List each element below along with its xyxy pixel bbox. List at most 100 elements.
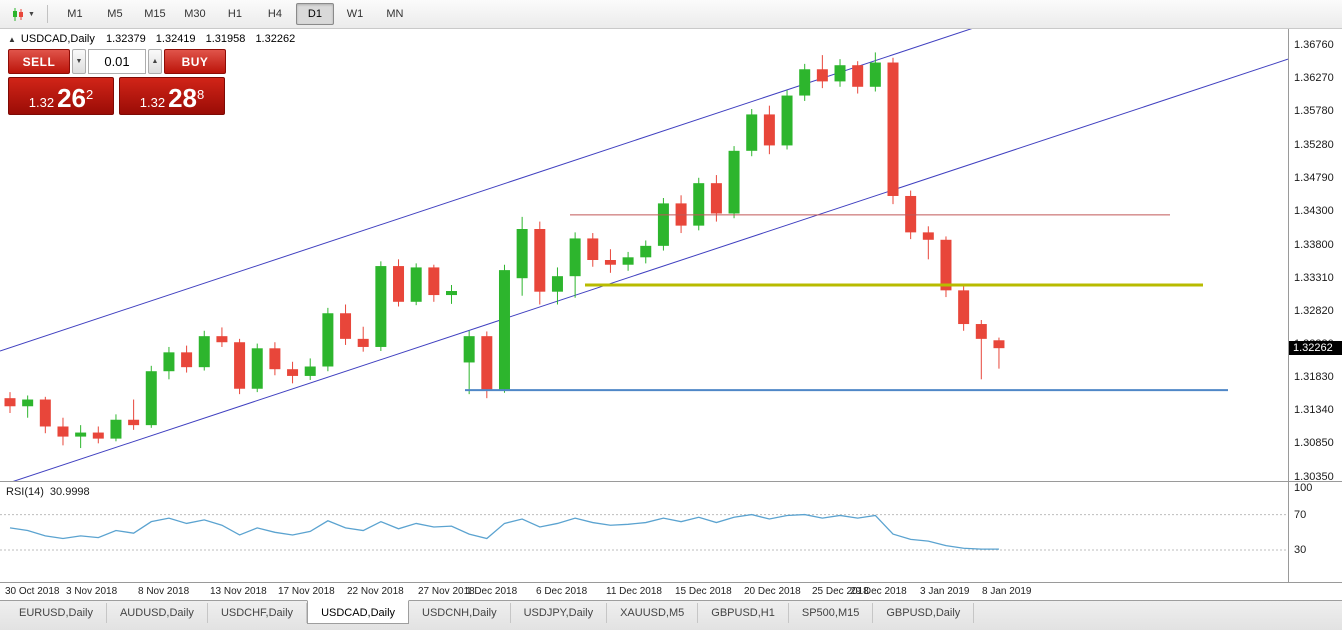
timeframe-m15[interactable]: M15 [144,8,166,20]
bear-candle [958,290,970,325]
bear-candle [922,232,934,240]
bear-candle [852,65,864,87]
chart-header: ▲ USDCAD,Daily 1.32379 1.32419 1.31958 1.… [8,33,302,45]
volume-input[interactable]: 0.01 [88,49,146,74]
panel-divider-2 [0,582,1342,583]
bull-candle [145,371,157,426]
sell-price-main: 26 [57,83,86,113]
price-tick: 1.33800 [1294,238,1334,251]
tab-usdcnh-daily[interactable]: USDCNH,Daily [409,603,511,623]
timeframe-mn[interactable]: MN [386,8,404,20]
price-axis-background [1289,29,1342,582]
bear-candle [604,260,616,265]
caret-down-icon: ▼ [75,58,83,65]
timeframe-w1[interactable]: W1 [346,8,364,20]
ohlc-open: 1.32379 [105,33,146,45]
volume-decrease-button[interactable]: ▼ [72,49,86,74]
channel-lower[interactable] [0,58,1288,481]
date-label: 30 Oct 2018 [5,586,60,597]
bull-candle [198,336,210,368]
buy-price-prefix: 1.32 [139,95,166,110]
channel-upper[interactable] [0,29,1288,352]
buy-price-display[interactable]: 1.32 28 8 [119,77,225,115]
price-tick: 1.36270 [1294,72,1334,85]
price-tick: 1.32820 [1294,304,1334,317]
toolbar-separator [46,5,48,23]
tab-audusd-daily[interactable]: AUDUSD,Daily [107,603,208,623]
timeframe-h4[interactable]: H4 [267,8,282,20]
sell-button[interactable]: SELL [8,49,70,74]
price-tick: 1.36760 [1294,39,1334,51]
timeframe-h1[interactable]: H1 [227,8,242,20]
price-tick: 1.33310 [1294,271,1334,284]
rsi-name: RSI(14) [6,486,44,498]
tab-eurusd-daily[interactable]: EURUSD,Daily [6,603,107,623]
rsi-value: 30.9998 [49,486,90,498]
tab-xauusd-m5[interactable]: XAUUSD,M5 [607,603,699,623]
tab-usdchf-daily[interactable]: USDCHF,Daily [208,603,308,623]
date-label: 29 Dec 2018 [850,586,907,597]
bear-candle [4,398,16,407]
date-label: 8 Jan 2019 [982,586,1032,597]
collapse-panel-icon[interactable]: ▲ [8,35,16,44]
bear-candle [340,313,352,339]
bull-candle [375,266,387,347]
bear-candle [534,229,546,292]
bull-candle [622,257,634,265]
ohlc-low: 1.31958 [205,33,246,45]
timeframe-buttons: M1 M5 M15 M30 H1 H4 D1 W1 MN [55,3,415,25]
bull-candle [657,203,669,246]
date-label: 13 Nov 2018 [210,586,267,597]
chart-symbol-label: USDCAD,Daily [20,33,95,45]
ohlc-close: 1.32262 [255,33,296,45]
timeframe-d1[interactable]: D1 [295,3,334,25]
bear-candle [269,348,281,370]
date-label: 25 Dec 2018 [812,586,869,597]
chart-tab-bar: EURUSD,Daily AUDUSD,Daily USDCHF,Daily USDC… [0,600,1342,630]
bull-candle [498,270,510,390]
timeframe-m30[interactable]: M30 [184,8,206,20]
main-chart-canvas[interactable] [0,29,1288,481]
date-axis: 30 Oct 2018 3 Nov 2018 8 Nov 2018 13 Nov 20… [0,583,1342,600]
bear-candle [940,239,952,291]
volume-increase-button[interactable]: ▲ [148,49,162,74]
date-label: 22 Nov 2018 [347,586,404,597]
bear-candle [39,399,51,427]
timeframe-m5[interactable]: M5 [107,8,123,20]
panel-divider[interactable] [0,481,1342,482]
date-label: 27 Nov 2018 [418,586,475,597]
bear-candle [57,426,69,437]
bear-candle [710,183,722,214]
tab-usdcad-daily[interactable]: USDCAD,Daily [307,600,410,624]
bull-candle [869,62,881,87]
rsi-indicator-label: RSI(14) 30.9998 [6,486,90,498]
bull-candle [322,313,334,367]
timeframe-m1[interactable]: M1 [67,8,83,20]
ohlc-high: 1.32419 [155,33,196,45]
candlestick-chart-icon [13,7,23,21]
tab-sp500-m15[interactable]: SP500,M15 [789,603,874,623]
current-price-badge: 1.32262 [1289,341,1342,356]
bull-candle [746,114,758,151]
rsi-panel-canvas[interactable] [0,482,1288,582]
tab-gbpusd-daily[interactable]: GBPUSD,Daily [873,603,975,623]
buy-button[interactable]: BUY [164,49,226,74]
bear-candle [287,369,299,376]
bull-candle [22,399,34,407]
chevron-down-icon: ▼ [28,10,35,18]
date-label: 8 Nov 2018 [138,586,190,597]
bull-candle [834,65,846,82]
date-label: 3 Jan 2019 [920,586,970,597]
bull-candle [799,69,811,96]
sell-price-display[interactable]: 1.32 26 2 [8,77,114,115]
bull-candle [410,267,422,302]
buy-price-pipette: 8 [197,87,205,102]
price-tick: 1.31340 [1294,404,1334,417]
tab-usdjpy-daily[interactable]: USDJPY,Daily [511,603,608,623]
chart-type-button[interactable]: ▼ [6,4,40,25]
date-label: 20 Dec 2018 [744,586,801,597]
bull-candle [75,432,87,437]
price-tick: 1.34300 [1294,204,1334,217]
tab-gbpusd-h1[interactable]: GBPUSD,H1 [698,603,789,623]
rsi-tick: 100 [1294,482,1313,494]
